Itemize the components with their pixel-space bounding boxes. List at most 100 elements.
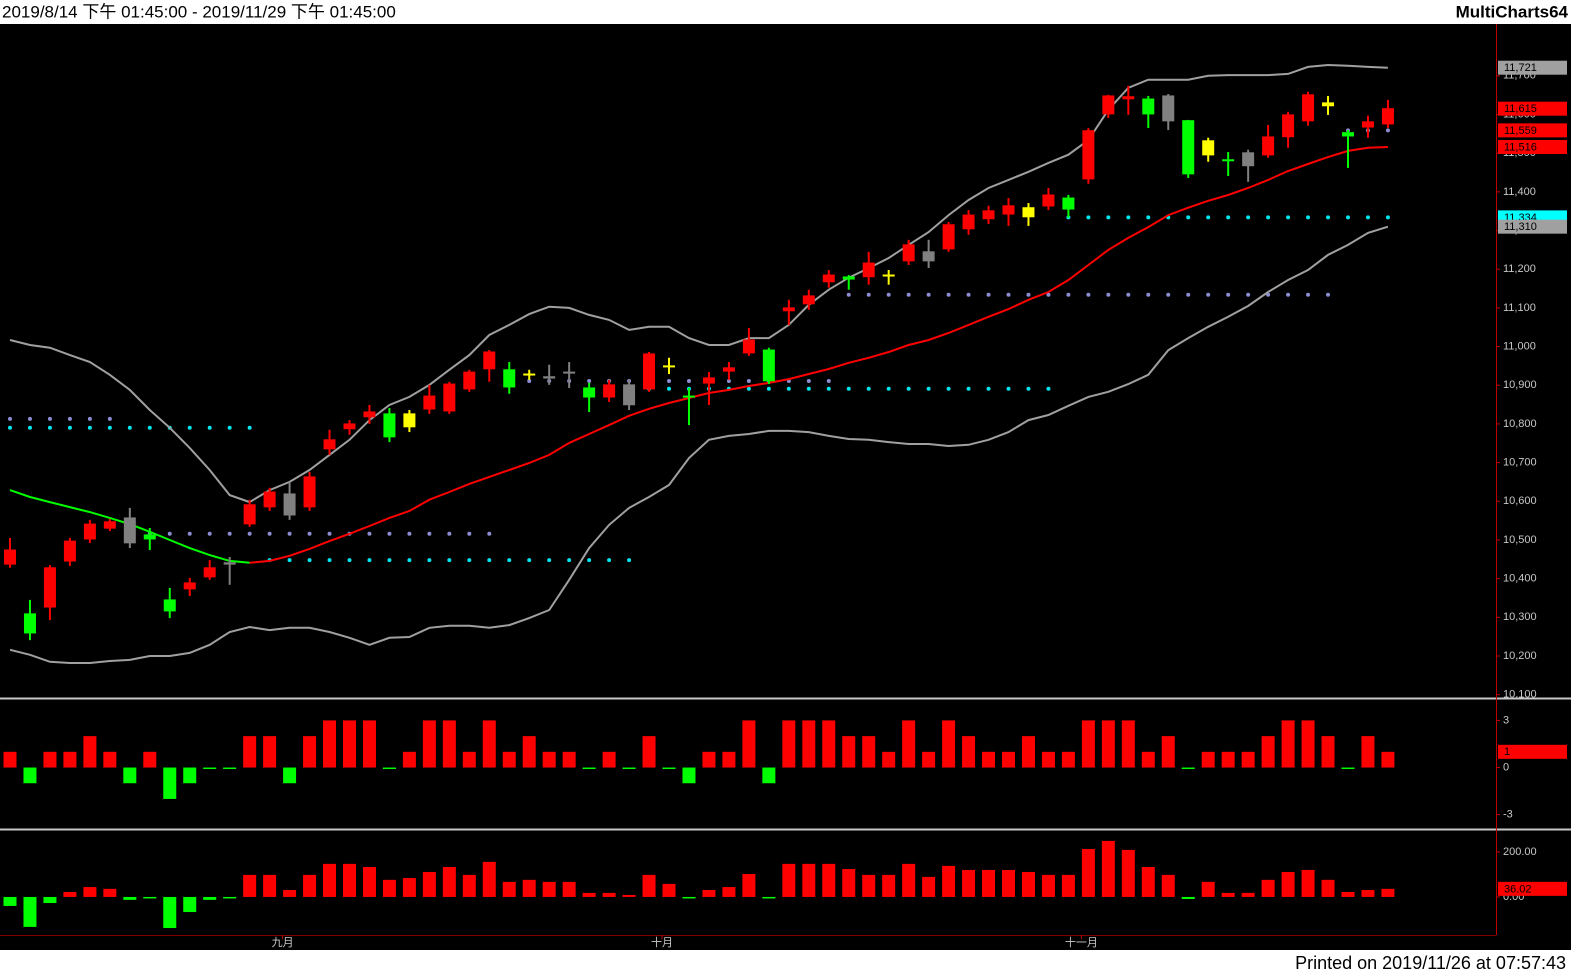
bar [1341, 767, 1355, 770]
level-dot [667, 378, 672, 383]
bar [602, 892, 616, 897]
level-dot [247, 425, 252, 430]
bar [822, 720, 836, 768]
candle-body [243, 504, 256, 525]
bar [223, 896, 237, 899]
bar [442, 720, 456, 768]
bar [882, 751, 896, 768]
bar [1361, 736, 1375, 768]
bar [702, 889, 716, 897]
bar [402, 878, 416, 897]
level-dot [367, 531, 372, 536]
candle-body [43, 567, 56, 608]
level-dot [287, 531, 292, 536]
bar [422, 871, 436, 897]
level-dot [1126, 215, 1131, 220]
level-dot [1246, 215, 1251, 220]
bar [462, 751, 476, 768]
x-tick-label: 九月 [272, 936, 294, 949]
bar [43, 751, 57, 768]
level-dot [1146, 215, 1151, 220]
candle-body [962, 214, 975, 230]
level-dot [1006, 386, 1011, 391]
bar [63, 892, 77, 897]
bar [502, 751, 516, 768]
bar [3, 751, 17, 768]
bar [702, 751, 716, 768]
candle-body [702, 377, 715, 384]
value-marker [1498, 219, 1567, 234]
bar [522, 879, 536, 897]
level-dot [906, 292, 911, 297]
bar [442, 867, 456, 897]
level-dot [147, 425, 152, 430]
bar [283, 889, 297, 897]
level-dot [1046, 386, 1051, 391]
bar [1261, 879, 1275, 897]
level-dot [1126, 292, 1131, 297]
level-dot [427, 558, 432, 563]
level-dot [1166, 292, 1171, 297]
candle-body [1361, 121, 1374, 128]
candle-body [922, 251, 935, 262]
candle-body [423, 395, 436, 410]
level-dot [327, 558, 332, 563]
bar [842, 736, 856, 768]
candle-body [83, 523, 96, 540]
candle-body [1082, 130, 1095, 180]
candle-body [563, 371, 576, 374]
candle-body [1381, 108, 1394, 125]
level-dot [1385, 128, 1390, 133]
indicator-line [9, 225, 1389, 664]
candle-body [862, 262, 875, 278]
candle-body [323, 439, 336, 450]
bar [1021, 871, 1035, 897]
indicator-line [249, 146, 1388, 564]
level-dot [1006, 292, 1011, 297]
level-dot [187, 531, 192, 536]
candle-body [663, 365, 676, 368]
product-name: MultiCharts64 [1456, 2, 1569, 21]
level-dot [127, 425, 132, 430]
bar [622, 767, 636, 770]
candle-body [163, 599, 176, 612]
candle-body [742, 339, 755, 354]
bar [662, 883, 676, 897]
bar [1061, 874, 1075, 897]
candle-body [1102, 95, 1115, 115]
bar [462, 874, 476, 897]
bar [1321, 879, 1335, 897]
level-dot [447, 558, 452, 563]
level-dot [187, 425, 192, 430]
bar [1201, 881, 1215, 897]
level-dot [746, 378, 751, 383]
bar [1381, 751, 1395, 768]
level-dot [786, 386, 791, 391]
candle-body [942, 224, 955, 250]
y-tick-label: 3 [1503, 714, 1509, 726]
candle-body [1202, 140, 1215, 156]
bar [1241, 892, 1255, 897]
level-dot [1086, 292, 1091, 297]
bar [982, 869, 996, 897]
level-dot [467, 531, 472, 536]
bar [382, 879, 396, 897]
bar [63, 751, 77, 768]
indicator-line [9, 63, 1388, 504]
candle-body [1002, 205, 1015, 215]
level-dot [726, 378, 731, 383]
candle-body [1022, 207, 1035, 218]
level-dot [1365, 215, 1370, 220]
level-dot [27, 416, 32, 421]
bar [163, 896, 177, 929]
y-tick-label: 11,200 [1503, 263, 1536, 275]
bar [1041, 874, 1055, 897]
bar [23, 896, 37, 927]
level-dot [507, 558, 512, 563]
level-dot [227, 425, 232, 430]
candle-body [143, 534, 156, 540]
bar [1101, 840, 1115, 897]
level-dot [1046, 292, 1051, 297]
bar [103, 751, 117, 768]
level-dot [307, 558, 312, 563]
